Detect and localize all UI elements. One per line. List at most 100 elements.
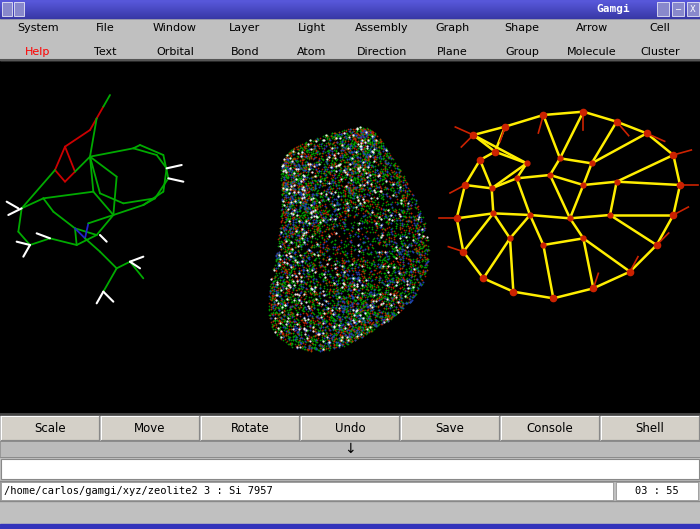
Bar <box>657 2 669 16</box>
Point <box>342 185 354 193</box>
Point <box>412 257 423 266</box>
Point <box>423 245 434 253</box>
Point <box>293 284 304 292</box>
Point <box>379 277 391 285</box>
Point <box>299 187 310 196</box>
Point <box>403 227 414 236</box>
Point <box>290 212 302 220</box>
Point <box>303 221 314 229</box>
Point <box>300 197 311 205</box>
Point <box>331 134 342 142</box>
Point <box>365 303 376 312</box>
Point <box>304 278 316 286</box>
Bar <box>0 7 700 8</box>
Point <box>287 171 298 179</box>
Point <box>349 230 360 238</box>
Point <box>316 217 328 225</box>
Point <box>326 162 337 171</box>
Point <box>304 185 316 194</box>
Point <box>317 262 328 270</box>
Point <box>364 319 375 327</box>
Point <box>277 329 288 337</box>
Point <box>357 205 368 213</box>
Point <box>392 273 403 282</box>
Point <box>386 244 398 253</box>
Point <box>323 334 335 342</box>
Point <box>419 261 430 270</box>
Point <box>387 213 398 221</box>
Point <box>280 203 291 212</box>
Point <box>289 195 300 203</box>
Point <box>363 151 374 159</box>
Point <box>288 290 299 299</box>
Point <box>399 181 410 189</box>
Point <box>382 296 393 304</box>
Point <box>348 288 359 296</box>
Point <box>284 261 295 269</box>
Point <box>310 242 321 250</box>
Point <box>414 272 426 280</box>
Point <box>365 297 377 305</box>
Point <box>317 299 328 308</box>
Point <box>307 218 318 227</box>
Point <box>294 241 305 249</box>
Point <box>278 178 289 186</box>
Point <box>315 214 326 223</box>
Point <box>368 148 379 156</box>
Point <box>378 304 389 312</box>
Point <box>281 203 292 212</box>
Point <box>390 305 401 313</box>
Point <box>400 293 411 302</box>
Point <box>330 210 342 218</box>
Point <box>346 147 357 155</box>
Point <box>357 302 368 310</box>
Point <box>277 160 288 169</box>
Point <box>363 315 374 323</box>
Point <box>335 303 346 311</box>
Point <box>288 159 300 167</box>
Point <box>358 135 369 143</box>
Point <box>395 255 406 263</box>
Point <box>373 238 384 246</box>
Point <box>386 165 397 174</box>
Point <box>292 188 303 196</box>
Point <box>286 253 297 261</box>
Point <box>300 151 312 160</box>
Point <box>332 257 343 266</box>
Point <box>333 260 344 269</box>
Point <box>302 203 314 211</box>
Point <box>295 272 307 281</box>
Point <box>284 199 295 207</box>
Point <box>386 183 398 191</box>
Point <box>289 243 300 252</box>
Point <box>363 155 374 163</box>
Point <box>321 187 332 196</box>
Point <box>307 189 318 198</box>
Point <box>359 316 370 324</box>
Point <box>290 290 302 298</box>
Point <box>331 270 342 279</box>
Point <box>343 284 354 293</box>
Point <box>364 167 375 176</box>
Point <box>375 307 386 316</box>
Point <box>335 212 346 220</box>
Point <box>334 340 345 348</box>
Point <box>323 259 334 268</box>
Point <box>336 130 347 139</box>
Point <box>307 190 318 198</box>
Point <box>276 183 288 191</box>
Point <box>267 283 278 291</box>
Point <box>294 305 305 313</box>
Point <box>361 142 372 151</box>
Point <box>375 221 386 229</box>
Point <box>384 260 395 268</box>
Point <box>400 298 411 306</box>
Point <box>401 242 412 251</box>
Point <box>320 328 331 336</box>
Point <box>301 196 312 204</box>
Point <box>395 212 406 221</box>
Point <box>295 149 306 158</box>
Point <box>335 321 346 329</box>
Point <box>402 267 413 275</box>
Point <box>367 182 378 190</box>
